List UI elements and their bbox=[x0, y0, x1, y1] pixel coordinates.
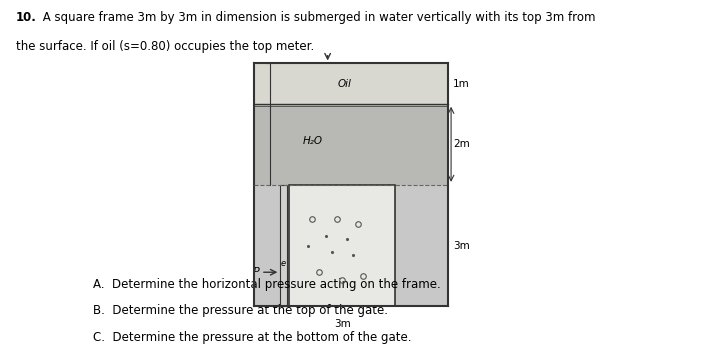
Bar bbox=[254, 63, 448, 104]
Text: Oil: Oil bbox=[337, 78, 351, 89]
Text: B.  Determine the pressure at the top of the gate.: B. Determine the pressure at the top of … bbox=[93, 304, 388, 318]
Text: 3m: 3m bbox=[334, 319, 351, 328]
Bar bbox=[289, 185, 395, 306]
Text: A square frame 3m by 3m in dimension is submerged in water vertically with its t: A square frame 3m by 3m in dimension is … bbox=[39, 11, 595, 24]
Text: P: P bbox=[252, 267, 259, 277]
Text: e: e bbox=[281, 259, 286, 268]
Text: H₂O: H₂O bbox=[302, 136, 322, 146]
Text: the surface. If oil (s=0.80) occupies the top meter.: the surface. If oil (s=0.80) occupies th… bbox=[16, 40, 314, 54]
Bar bbox=[280, 185, 287, 306]
Text: C.  Determine the pressure at the bottom of the gate.: C. Determine the pressure at the bottom … bbox=[93, 331, 412, 344]
Bar bbox=[254, 104, 448, 185]
Text: A.  Determine the horizontal pressure acting on the frame.: A. Determine the horizontal pressure act… bbox=[93, 278, 441, 291]
Text: 10.: 10. bbox=[16, 11, 37, 24]
Text: 3m: 3m bbox=[453, 240, 470, 251]
Text: 2m: 2m bbox=[453, 139, 470, 149]
Bar bbox=[254, 63, 448, 306]
Text: 1m: 1m bbox=[453, 78, 470, 89]
